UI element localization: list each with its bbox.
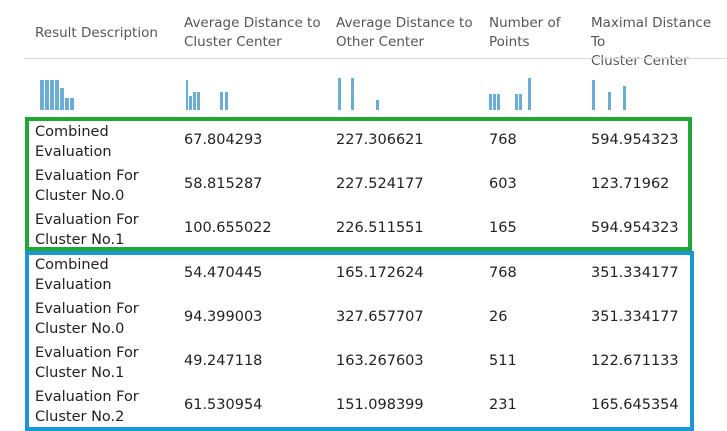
histogram-bar bbox=[493, 94, 496, 110]
number-of-points-cell: 768 bbox=[489, 132, 517, 148]
max-distance-cell: 594.954323 bbox=[591, 132, 679, 148]
avg-distance-other-cell: 227.524177 bbox=[336, 176, 424, 192]
column-header-avg-distance-other[interactable]: Average Distance to Other Center bbox=[336, 15, 473, 50]
avg-distance-cluster-cell: 67.804293 bbox=[184, 132, 263, 148]
max-distance-cell: 165.645354 bbox=[591, 397, 679, 413]
result-description-cell: Evaluation For Cluster No.1 bbox=[35, 212, 139, 248]
histogram-bar bbox=[193, 92, 196, 110]
histogram-bar bbox=[45, 80, 49, 110]
histogram-bar bbox=[186, 80, 188, 110]
result-description-cell: Combined Evaluation bbox=[35, 257, 112, 293]
column-header-avg-distance-cluster[interactable]: Average Distance to Cluster Center bbox=[184, 15, 321, 50]
header-divider bbox=[24, 58, 727, 59]
column-header-number-of-points[interactable]: Number of Points bbox=[489, 15, 561, 50]
number-of-points-cell: 26 bbox=[489, 309, 508, 325]
column-header-result-description[interactable]: Result Description bbox=[35, 25, 158, 41]
avg-distance-other-cell: 327.657707 bbox=[336, 309, 424, 325]
histogram-bar bbox=[515, 94, 518, 110]
avg-distance-other-cell: 163.267603 bbox=[336, 353, 424, 369]
max-distance-cell: 123.71962 bbox=[591, 176, 670, 192]
histogram-bar bbox=[189, 96, 192, 110]
histogram-bar bbox=[55, 80, 59, 110]
histogram-bar bbox=[623, 86, 626, 110]
avg-distance-other-cell: 165.172624 bbox=[336, 265, 424, 281]
histogram-bar bbox=[376, 100, 379, 110]
number-of-points-cell: 511 bbox=[489, 353, 517, 369]
avg-distance-other-cell: 227.306621 bbox=[336, 132, 424, 148]
table-row[interactable]: Evaluation For Cluster No.1 100.655022 2… bbox=[0, 209, 727, 253]
histogram-bar bbox=[70, 98, 74, 110]
avg-distance-cluster-cell: 61.530954 bbox=[184, 397, 263, 413]
histogram-bar bbox=[528, 78, 531, 110]
histogram-bar bbox=[338, 78, 341, 110]
histogram-bar bbox=[489, 94, 492, 110]
histogram-bar bbox=[65, 98, 69, 110]
table-row[interactable]: Combined Evaluation 67.804293 227.306621… bbox=[0, 121, 727, 165]
histogram-bar bbox=[519, 94, 522, 110]
histogram-result-description bbox=[40, 70, 80, 110]
number-of-points-cell: 231 bbox=[489, 397, 517, 413]
histogram-bar bbox=[592, 80, 595, 110]
table-header: Result Description Average Distance to C… bbox=[0, 0, 727, 69]
table-row[interactable]: Evaluation For Cluster No.2 61.530954 15… bbox=[0, 386, 727, 430]
histogram-bar bbox=[497, 94, 500, 110]
histogram-bar bbox=[608, 92, 611, 110]
histogram-bar bbox=[220, 92, 223, 110]
histogram-bar bbox=[351, 78, 354, 110]
avg-distance-other-cell: 151.098399 bbox=[336, 397, 424, 413]
histogram-number-of-points bbox=[489, 70, 539, 110]
result-description-cell: Evaluation For Cluster No.2 bbox=[35, 389, 139, 425]
number-of-points-cell: 768 bbox=[489, 265, 517, 281]
max-distance-cell: 351.334177 bbox=[591, 265, 679, 281]
number-of-points-cell: 603 bbox=[489, 176, 517, 192]
max-distance-cell: 594.954323 bbox=[591, 220, 679, 236]
histogram-bar bbox=[197, 92, 200, 110]
avg-distance-cluster-cell: 54.470445 bbox=[184, 265, 263, 281]
column-histogram-row bbox=[0, 60, 727, 112]
table-row[interactable]: Evaluation For Cluster No.0 94.399003 32… bbox=[0, 298, 727, 342]
avg-distance-cluster-cell: 49.247118 bbox=[184, 353, 263, 369]
histogram-bar bbox=[225, 92, 228, 110]
avg-distance-other-cell: 226.511551 bbox=[336, 220, 424, 236]
histogram-avg-distance-cluster bbox=[184, 70, 234, 110]
max-distance-cell: 122.671133 bbox=[591, 353, 679, 369]
histogram-bar bbox=[50, 80, 54, 110]
avg-distance-cluster-cell: 100.655022 bbox=[184, 220, 272, 236]
number-of-points-cell: 165 bbox=[489, 220, 517, 236]
histogram-bar bbox=[40, 80, 44, 110]
column-header-max-distance[interactable]: Maximal Distance To Cluster Center bbox=[591, 15, 712, 69]
avg-distance-cluster-cell: 94.399003 bbox=[184, 309, 263, 325]
table-row[interactable]: Evaluation For Cluster No.1 49.247118 16… bbox=[0, 342, 727, 386]
max-distance-cell: 351.334177 bbox=[591, 309, 679, 325]
histogram-bar bbox=[60, 88, 64, 110]
result-description-cell: Evaluation For Cluster No.0 bbox=[35, 301, 139, 337]
avg-distance-cluster-cell: 58.815287 bbox=[184, 176, 263, 192]
result-description-cell: Evaluation For Cluster No.1 bbox=[35, 345, 139, 381]
result-description-cell: Evaluation For Cluster No.0 bbox=[35, 168, 139, 204]
histogram-max-distance bbox=[591, 70, 641, 110]
table-row[interactable]: Combined Evaluation 54.470445 165.172624… bbox=[0, 254, 727, 298]
table-row[interactable]: Evaluation For Cluster No.0 58.815287 22… bbox=[0, 165, 727, 209]
result-description-cell: Combined Evaluation bbox=[35, 124, 112, 160]
histogram-avg-distance-other bbox=[336, 70, 386, 110]
